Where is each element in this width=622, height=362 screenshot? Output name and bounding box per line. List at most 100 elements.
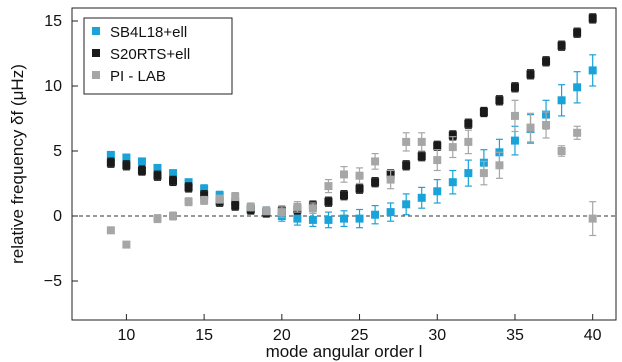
data-point — [340, 191, 348, 200]
y-axis-label: relative frequency δf (μHz) — [8, 64, 27, 264]
y-tick-label: 5 — [53, 143, 62, 160]
data-point — [557, 147, 566, 155]
data-point — [557, 96, 566, 105]
data-point — [106, 226, 115, 235]
data-point — [573, 128, 582, 137]
data-point — [510, 136, 519, 145]
data-point — [479, 108, 488, 116]
data-point — [464, 169, 473, 178]
data-point — [184, 197, 193, 206]
data-point — [153, 214, 162, 223]
data-point — [169, 212, 178, 220]
x-axis-label: mode angular order l — [266, 342, 423, 361]
x-tick-label: 35 — [506, 327, 524, 344]
legend-box — [83, 17, 233, 95]
data-point — [246, 202, 255, 211]
y-tick-label: −5 — [44, 273, 62, 290]
data-point — [324, 182, 333, 191]
data-point — [231, 201, 240, 210]
data-point — [215, 195, 224, 204]
data-point — [184, 178, 193, 187]
data-point — [448, 131, 457, 140]
legend-label-pi-lab: PI - LAB — [110, 68, 166, 85]
data-point — [106, 158, 115, 167]
plot-frame — [71, 7, 617, 321]
data-point — [277, 208, 286, 217]
data-point — [200, 184, 209, 193]
series-sb4l18-ell — [106, 54, 597, 229]
data-point — [557, 41, 566, 50]
data-point — [153, 163, 162, 172]
data-point — [137, 157, 146, 166]
data-point — [433, 187, 442, 196]
data-point — [526, 123, 535, 132]
legend-swatch-s20rts — [92, 49, 100, 57]
data-point — [417, 193, 426, 202]
data-point — [433, 156, 442, 165]
series-pi-lab — [106, 99, 597, 249]
data-point — [122, 240, 131, 249]
data-point — [402, 200, 411, 209]
data-point — [308, 215, 317, 224]
axis-ticks: 10 15 20 25 30 35 40 −5 0 5 10 15 — [44, 13, 602, 344]
data-point — [293, 214, 302, 223]
data-point — [293, 202, 302, 211]
x-tick-label: 25 — [351, 327, 369, 344]
data-point — [402, 137, 411, 146]
data-point — [200, 191, 209, 200]
data-point — [526, 70, 535, 79]
data-point — [386, 208, 395, 217]
data-point — [542, 57, 551, 66]
data-point — [573, 28, 582, 37]
data-point — [231, 192, 240, 201]
data-point — [386, 175, 395, 184]
data-point — [433, 141, 442, 150]
data-point — [495, 161, 504, 170]
data-point — [417, 152, 426, 161]
data-point — [355, 214, 364, 223]
x-tick-label: 15 — [195, 327, 213, 344]
data-point — [308, 204, 317, 213]
data-point — [324, 215, 333, 224]
data-point — [371, 210, 380, 219]
data-point — [355, 171, 364, 180]
data-point — [588, 214, 597, 223]
x-tick-label: 20 — [273, 327, 291, 344]
data-marks — [106, 13, 597, 249]
data-point — [340, 170, 348, 179]
data-point — [510, 111, 519, 120]
legend-swatch-pi-lab — [92, 71, 100, 79]
data-point — [573, 83, 582, 92]
data-point — [448, 143, 457, 152]
data-point — [417, 137, 426, 146]
data-point — [153, 171, 162, 180]
data-point — [184, 183, 193, 192]
data-point — [324, 197, 333, 206]
data-point — [495, 96, 504, 105]
y-tick-label: 15 — [44, 13, 62, 30]
data-point — [542, 121, 551, 129]
data-point — [448, 178, 457, 187]
data-point — [402, 161, 411, 170]
data-point — [340, 214, 348, 223]
data-point — [200, 196, 209, 205]
legend: SB4L18+ell S20RTS+ell PI - LAB — [83, 17, 233, 95]
data-point — [262, 206, 271, 215]
data-point — [371, 178, 380, 187]
legend-label-s20rts: S20RTS+ell — [110, 46, 190, 63]
data-point — [355, 184, 364, 193]
data-point — [510, 83, 519, 92]
x-tick-label: 10 — [118, 327, 136, 344]
y-tick-label: 10 — [44, 78, 62, 95]
x-tick-label: 30 — [428, 327, 446, 344]
data-point — [137, 166, 146, 175]
data-point — [169, 169, 178, 178]
data-point — [122, 153, 131, 162]
data-point — [106, 150, 115, 159]
data-point — [371, 157, 380, 166]
y-tick-label: 0 — [53, 208, 62, 225]
data-point — [588, 14, 597, 23]
legend-swatch-sb4l18 — [92, 27, 100, 35]
data-point — [169, 176, 178, 185]
